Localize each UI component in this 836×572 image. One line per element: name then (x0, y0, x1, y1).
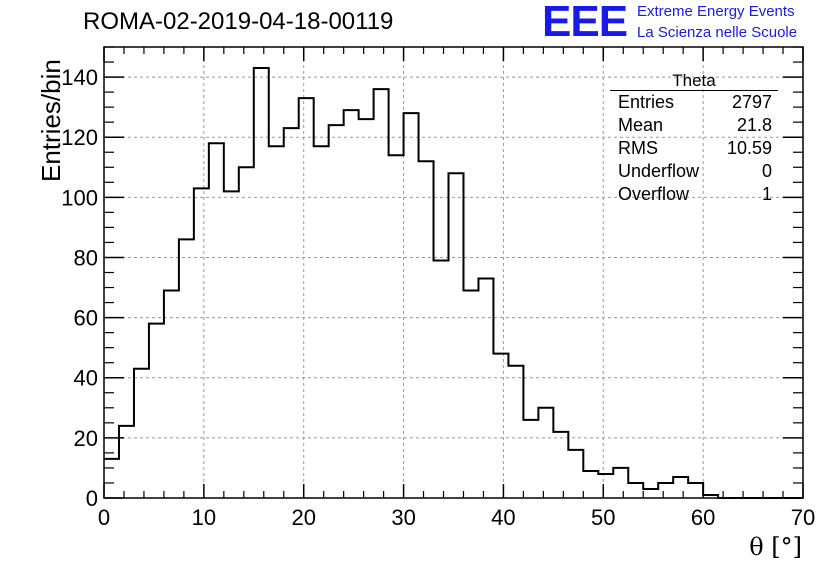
y-tick-label: 140 (61, 65, 98, 90)
stats-label: Overflow (618, 184, 690, 204)
histogram-bin (344, 110, 359, 498)
stats-value: 2797 (731, 92, 772, 112)
y-tick-label: 100 (61, 185, 98, 210)
histogram-bin (419, 161, 434, 498)
histogram-bin (463, 291, 478, 498)
stats-value: 10.59 (726, 138, 772, 158)
stats-title: Theta (610, 72, 778, 91)
grid-lines (104, 47, 803, 498)
histogram-bin (134, 369, 149, 498)
x-tick-label: 20 (291, 505, 315, 530)
histogram-bin (449, 173, 464, 498)
histogram-bin (359, 119, 374, 498)
y-tick-label: 20 (74, 426, 98, 451)
histogram-bin (329, 125, 344, 498)
histogram-bin (239, 167, 254, 498)
y-axis-label-wrap: Entries/bin (0, 0, 66, 190)
histogram-bin (613, 468, 628, 498)
x-tick-label: 60 (691, 505, 715, 530)
histogram-bin (284, 128, 299, 498)
histogram-bin (314, 146, 329, 498)
histogram-bin (149, 324, 164, 498)
stats-label: RMS (618, 138, 658, 158)
histogram-bin (583, 471, 598, 498)
x-tick-label: 70 (791, 505, 815, 530)
x-tick-label: 50 (591, 505, 615, 530)
histogram-bin (269, 146, 284, 498)
stats-box: Theta Entries 2797 Mean 21.8 RMS 10.59 U… (610, 72, 778, 206)
histogram-bin (568, 450, 583, 498)
histogram-bin (209, 143, 224, 498)
stats-label: Mean (618, 115, 664, 135)
histogram-bin (493, 354, 508, 498)
chart-title: ROMA-02-2019-04-18-00119 (83, 8, 394, 35)
histogram-bin (119, 426, 134, 498)
histogram-bin (389, 155, 404, 498)
stats-value: 21.8 (736, 115, 772, 135)
y-tick-label: 0 (86, 486, 98, 511)
histogram-bin (628, 483, 643, 498)
histogram-bin (179, 239, 194, 498)
histogram-bin (688, 483, 703, 498)
stats-row: RMS 10.59 (610, 137, 778, 160)
histogram-bin (434, 260, 449, 498)
histogram-bin (164, 291, 179, 498)
stats-value: 0 (761, 161, 772, 181)
x-tick-label: 0 (98, 505, 110, 530)
stats-row: Overflow 1 (610, 183, 778, 206)
eee-logo: EEE (542, 0, 628, 46)
histogram-bin (194, 188, 209, 498)
logo-line-2: La Scienza nelle Scuole (637, 24, 798, 41)
x-tick-label: 40 (491, 505, 515, 530)
axis-ticks (103, 46, 804, 499)
histogram-bin (598, 474, 613, 498)
histogram-bin (224, 191, 239, 498)
stats-label: Entries (618, 92, 675, 112)
x-tick-label: 30 (391, 505, 415, 530)
y-tick-label: 40 (74, 366, 98, 391)
histogram-bin (104, 459, 119, 498)
histogram-line (104, 67, 803, 499)
logo-line-1: Extreme Energy Events (637, 3, 795, 20)
histogram-bin (374, 89, 389, 498)
stats-row: Underflow 0 (610, 160, 778, 183)
histogram-bin (523, 420, 538, 498)
histogram-bin (404, 113, 419, 498)
histogram-bin (643, 489, 658, 498)
stats-value: 1 (761, 184, 772, 204)
stats-row: Entries 2797 (610, 91, 778, 114)
y-tick-label: 60 (74, 306, 98, 331)
x-tick-label: 10 (192, 505, 216, 530)
x-axis-label: θ [°] (749, 533, 802, 561)
histogram-bin (254, 68, 269, 498)
y-axis-label: Entries/bin (36, 59, 66, 182)
histogram-bin (478, 279, 493, 498)
stats-row: Mean 21.8 (610, 114, 778, 137)
histogram-bin (508, 366, 523, 498)
histogram-bin (299, 98, 314, 498)
histogram-bin (538, 408, 553, 498)
y-tick-label: 120 (61, 125, 98, 150)
histogram-bin (673, 477, 688, 498)
y-tick-label: 80 (74, 245, 98, 270)
histogram-bin (658, 483, 673, 498)
stats-label: Underflow (618, 161, 700, 181)
histogram-bin (553, 432, 568, 498)
